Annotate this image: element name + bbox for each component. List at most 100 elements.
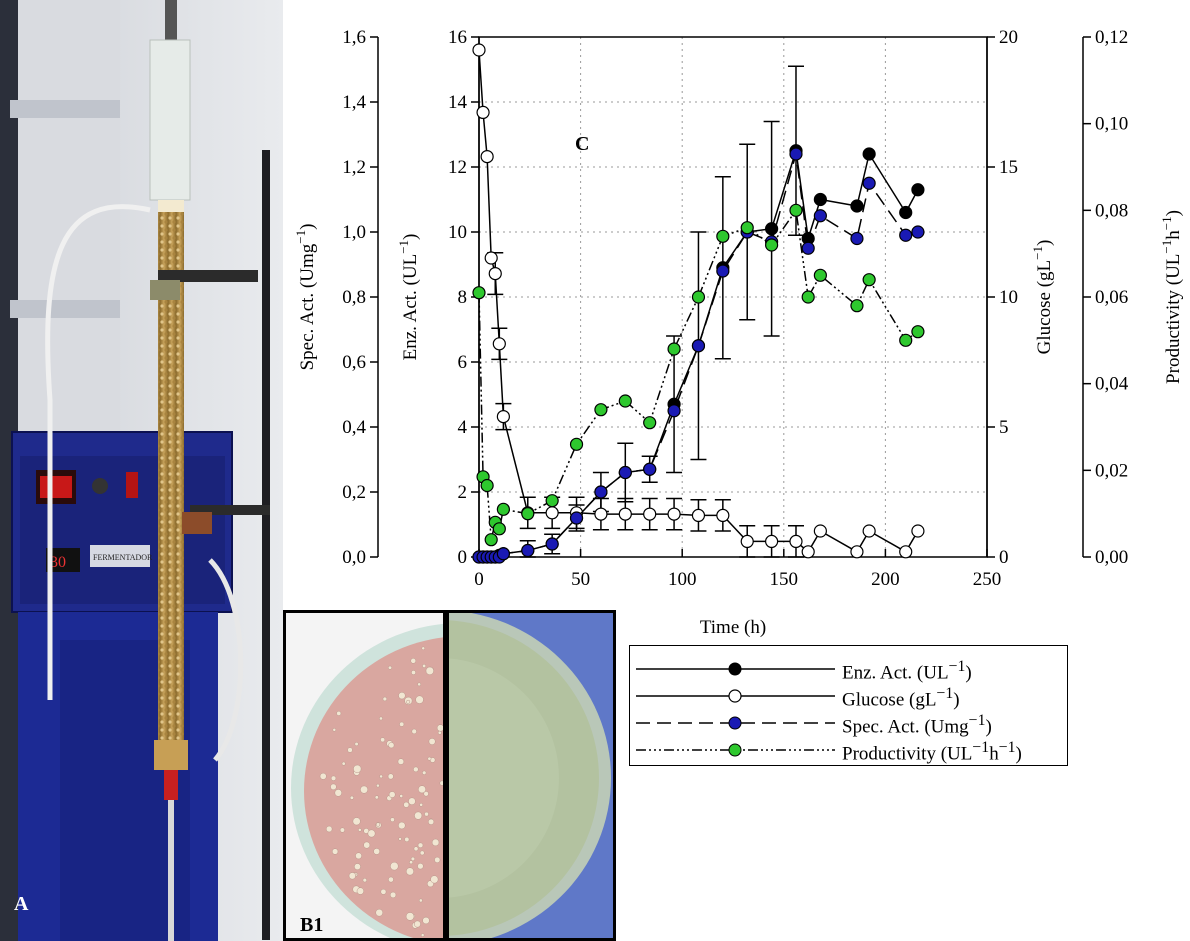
- colony: [404, 836, 410, 842]
- colony: [398, 821, 406, 830]
- colony: [390, 861, 399, 871]
- axis-enz-act-tick-label: 14: [448, 92, 468, 113]
- axis-spec-act-tick-label: 0,0: [342, 547, 366, 568]
- colony: [353, 764, 362, 773]
- colony: [380, 888, 387, 895]
- colony: [319, 772, 327, 780]
- colony: [419, 802, 423, 807]
- colony: [397, 758, 405, 765]
- axis-spec-act-tick-label: 1,2: [342, 157, 366, 178]
- data-point-glucose: [716, 508, 730, 523]
- colony: [428, 738, 436, 745]
- data-point-glucose: [813, 524, 827, 538]
- colony: [367, 829, 376, 838]
- legend-tail-spec-act: ): [985, 716, 992, 738]
- axis-x-title: Time (h): [700, 617, 766, 638]
- data-point-prod: [472, 286, 486, 300]
- data-point-spec: [862, 176, 876, 190]
- colony: [380, 737, 386, 743]
- colony: [414, 811, 423, 820]
- colony: [334, 789, 342, 797]
- petri-dish-b2: B2: [449, 613, 613, 938]
- data-point-prod: [492, 522, 506, 536]
- colony: [331, 848, 339, 855]
- colony: [336, 710, 342, 716]
- colony: [330, 775, 337, 781]
- axis-spec-act-tick-label: 0,6: [342, 352, 366, 373]
- axis-glucose-tick-label: 5: [999, 417, 1009, 438]
- data-point-glucose: [667, 507, 681, 521]
- data-point-prod: [569, 437, 584, 451]
- axis-glucose-tick-label: 10: [999, 287, 1018, 308]
- panel-label-a: A: [14, 893, 29, 915]
- data-point-enz: [850, 199, 864, 213]
- colony: [405, 912, 415, 921]
- legend-tail-enz-act: ): [965, 662, 972, 684]
- colony: [421, 646, 425, 651]
- data-point-glucose: [472, 43, 486, 57]
- axis-enz-act-tick-label: 0: [458, 547, 468, 568]
- colony: [418, 785, 426, 794]
- data-point-glucose: [862, 524, 876, 538]
- data-point-prod: [862, 273, 876, 287]
- data-point-prod: [594, 403, 608, 417]
- axis-productivity-tick-label: 0,12: [1095, 27, 1128, 48]
- colony: [375, 822, 381, 827]
- data-point-prod: [813, 268, 827, 282]
- colony: [358, 828, 362, 832]
- time-course-chart: 0,0 0,2 0,4 0,6 0,8 1,0 1,2 1,4 1,6 Spec. Act. (U…: [293, 27, 1184, 638]
- axis-spec-act-tick-label: 1,0: [342, 222, 366, 243]
- axis-x-tick-label: 250: [973, 569, 1002, 590]
- data-point-spec: [521, 543, 535, 558]
- colony: [363, 841, 371, 849]
- colony: [388, 742, 395, 749]
- colony: [430, 875, 439, 884]
- legend-label-enz-act: Enz. Act. (UL: [842, 662, 949, 684]
- colony: [399, 721, 405, 727]
- data-point-spec: [789, 147, 803, 161]
- axis-spec-act-title: Spec. Act. (Umg−1): [293, 224, 318, 371]
- data-point-spec: [643, 462, 657, 476]
- data-point-prod: [850, 299, 864, 313]
- colony: [388, 665, 393, 670]
- data-point-glucose: [789, 534, 803, 549]
- colony: [424, 811, 429, 817]
- colony: [425, 666, 434, 675]
- axis-glucose-tick-label: 15: [999, 157, 1018, 178]
- data-point-glucose: [476, 105, 490, 120]
- data-point-glucose: [765, 534, 779, 549]
- colony: [411, 728, 417, 735]
- axis-productivity-tick-label: 0,08: [1095, 200, 1128, 221]
- data-point-spec: [618, 465, 632, 480]
- data-point-glucose: [594, 507, 608, 521]
- colony: [382, 696, 388, 702]
- colony: [354, 863, 361, 871]
- axis-spec-act-tick-label: 1,6: [342, 27, 366, 48]
- legend-sup-glucose: −1: [936, 685, 954, 702]
- bioreactor-illustration: 30 FERMENTADOR A: [0, 0, 283, 941]
- colony: [332, 728, 337, 732]
- colony: [373, 848, 381, 855]
- axis-enz-act-tick-label: 16: [448, 27, 467, 48]
- axis-productivity-tick-label: 0,02: [1095, 460, 1128, 481]
- chart-grid: [479, 37, 987, 557]
- colony: [413, 766, 419, 773]
- data-point-prod: [789, 203, 803, 217]
- data-point-enz: [862, 147, 876, 161]
- data-point-spec: [569, 511, 584, 525]
- data-point-spec: [545, 537, 559, 551]
- legend-item-spec-act: Spec. Act. (Umg−1): [630, 710, 1067, 738]
- data-point-prod: [484, 533, 498, 547]
- axis-spec-act-tick-label: 0,8: [342, 287, 366, 308]
- axis-enz-act-title: Enz. Act. (UL−1): [396, 234, 421, 361]
- data-point-spec: [801, 241, 815, 255]
- colony: [399, 794, 404, 798]
- data-point-spec: [496, 547, 510, 561]
- data-point-glucose: [618, 507, 632, 521]
- colony: [374, 795, 379, 800]
- data-point-prod: [545, 494, 559, 508]
- colony: [405, 867, 414, 876]
- data-point-glucose: [484, 251, 498, 265]
- axis-x-tick-label: 200: [871, 569, 900, 590]
- legend-sup-productivity: −1: [972, 739, 990, 756]
